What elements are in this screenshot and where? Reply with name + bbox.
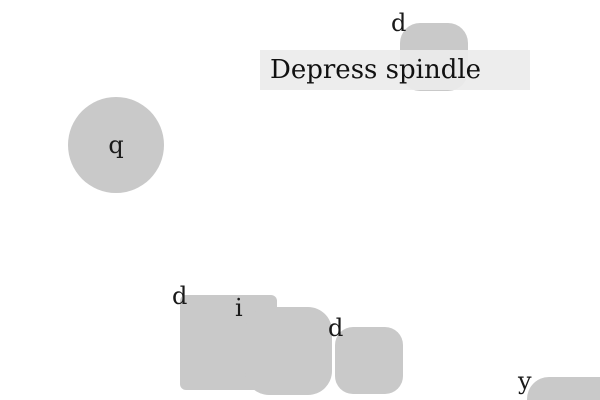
corner-rounded-shape[interactable] [527, 377, 600, 400]
label-top-d: d [391, 9, 407, 37]
circle-q-button[interactable]: q [68, 97, 164, 193]
circle-q-label: q [108, 131, 124, 159]
label-right-d: d [328, 314, 344, 342]
label-bottom-left-d: d [172, 282, 188, 310]
instruction-text: Depress spindle [270, 55, 482, 85]
middle-rounded-square[interactable] [245, 307, 332, 395]
right-rounded-square[interactable] [335, 327, 403, 394]
label-corner-y: y [518, 367, 532, 395]
label-middle-i: i [235, 294, 243, 322]
instruction-banner: Depress spindle [260, 50, 530, 90]
